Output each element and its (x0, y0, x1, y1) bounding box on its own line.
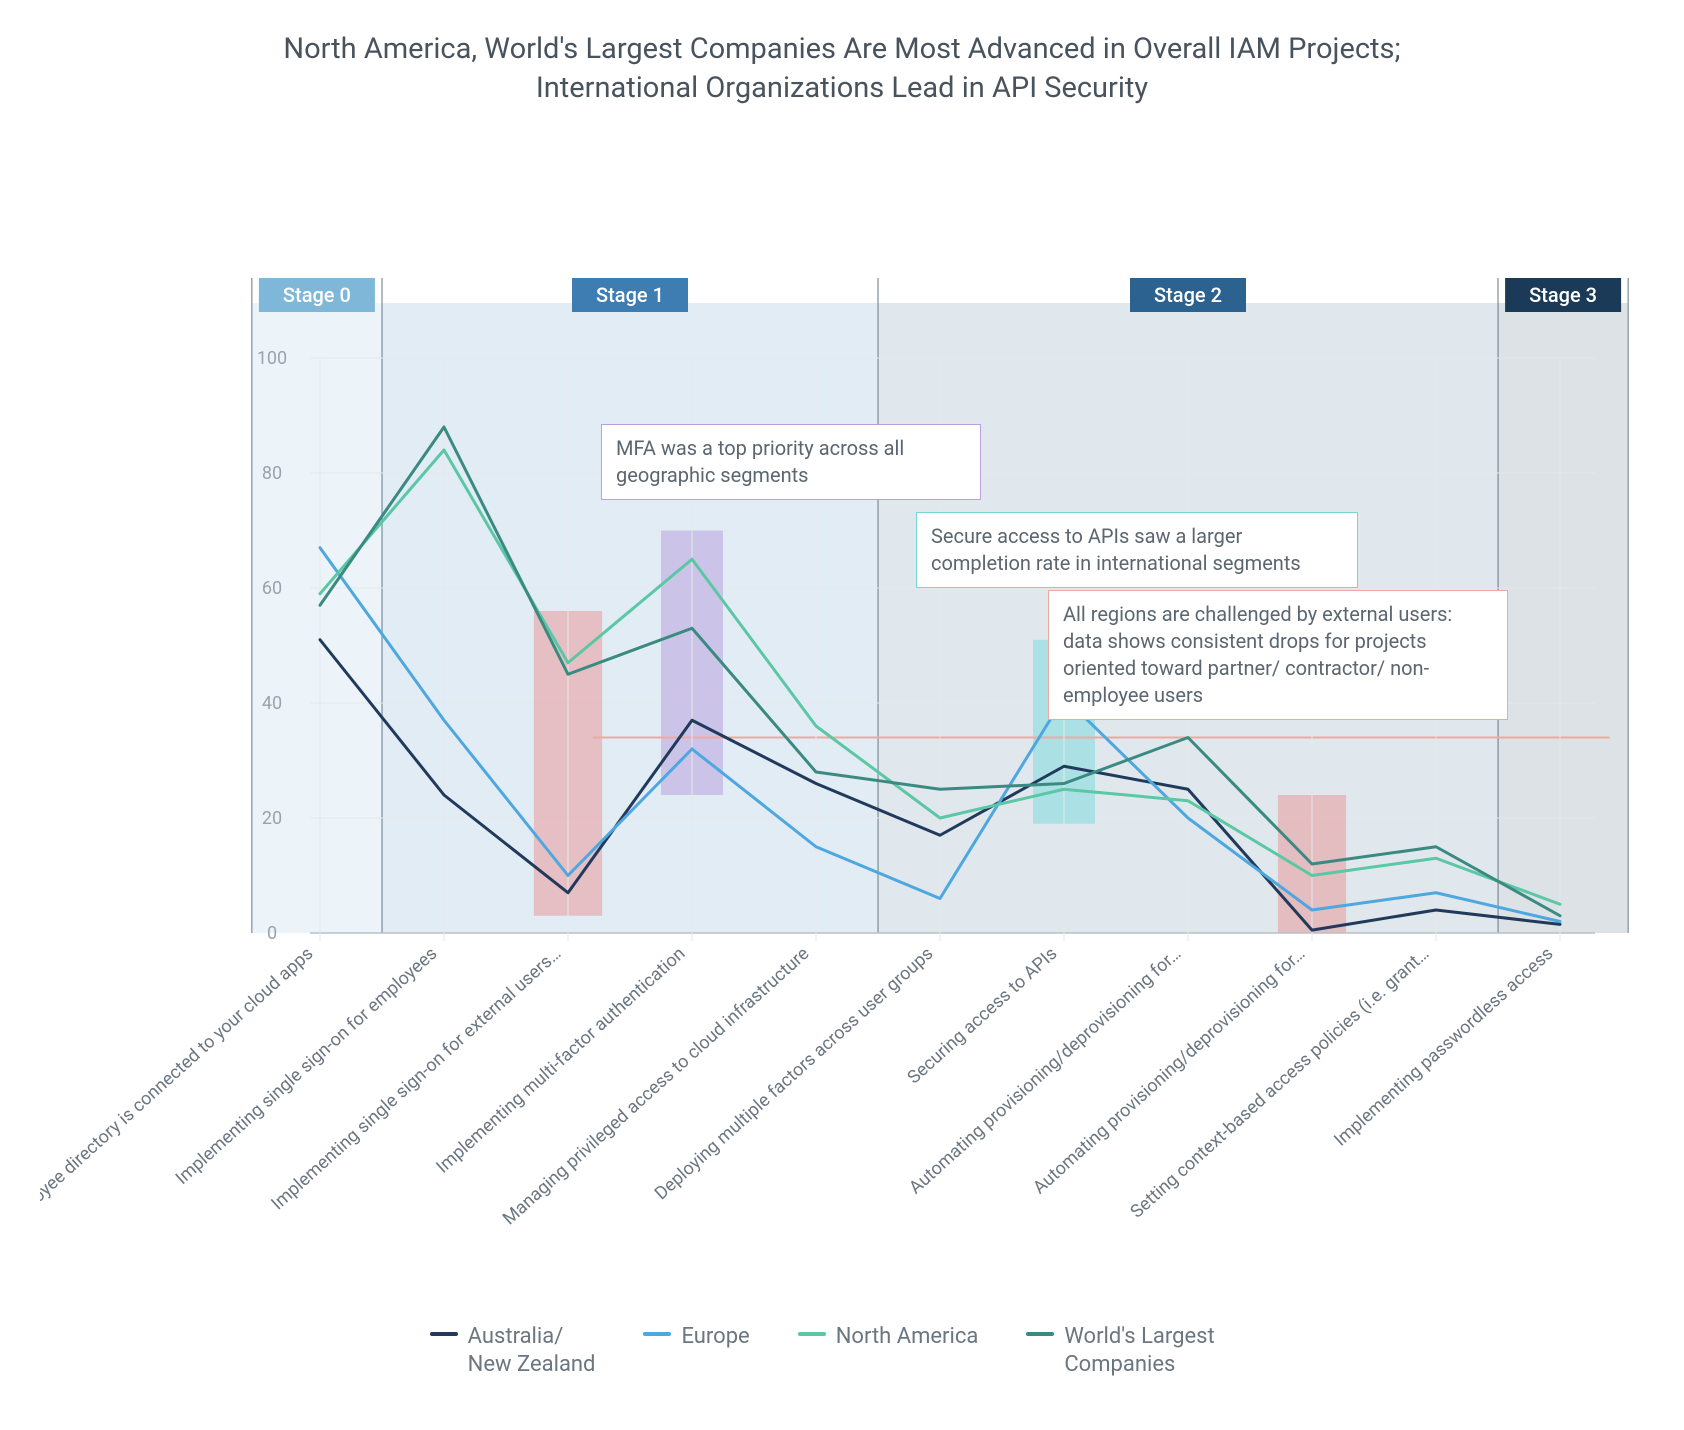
svg-text:40: 40 (262, 693, 282, 714)
x-tick-label: Implementing passwordless access (1330, 943, 1557, 1151)
legend-label: World's Largest Companies (1064, 1323, 1254, 1378)
legend-swatch (430, 1332, 458, 1336)
annotation-mfa: MFA was a top priority across all geogra… (601, 424, 981, 500)
x-tick-label: Implementing single sign-on for external… (267, 943, 565, 1214)
legend-item-north_america: North America (798, 1323, 979, 1378)
legend-label: North America (836, 1323, 979, 1351)
svg-text:0: 0 (267, 923, 277, 944)
svg-text:Stage 3: Stage 3 (1529, 283, 1597, 307)
line-chart-svg: Stage 0 Stage 1 Stage 2 Stage 3 0 20 40 60 80 100… (40, 138, 1644, 1313)
legend-swatch (1026, 1332, 1054, 1336)
legend-item-wlc: World's Largest Companies (1026, 1323, 1254, 1378)
legend-item-europe: Europe (643, 1323, 749, 1378)
x-tick-label: Implementing single sign-on for employee… (172, 943, 442, 1189)
x-tick-label: Automating provisioning/deprovisioning f… (1029, 943, 1309, 1198)
svg-text:Stage 1: Stage 1 (596, 283, 664, 307)
svg-text:20: 20 (262, 808, 282, 829)
svg-text:Stage 0: Stage 0 (283, 283, 351, 307)
chart-area: Stage 0 Stage 1 Stage 2 Stage 3 0 20 40 60 80 100… (40, 138, 1644, 1313)
x-tick-label: Automating provisioning/deprovisioning f… (905, 943, 1185, 1198)
svg-text:Stage 2: Stage 2 (1154, 283, 1222, 307)
x-tick-label: Implementing multi-factor authentication (432, 943, 689, 1177)
annotation-apis: Secure access to APIs saw a larger compl… (916, 512, 1358, 588)
chart-title: North America, World's Largest Companies… (40, 30, 1644, 108)
legend-swatch (798, 1332, 826, 1336)
legend-label: Australia/New Zealand (468, 1323, 596, 1378)
title-line-2: International Organizations Lead in API … (536, 71, 1148, 105)
svg-text:100: 100 (257, 348, 287, 369)
svg-text:60: 60 (262, 578, 282, 599)
chart-legend: Australia/New Zealand Europe North America… (40, 1323, 1644, 1378)
chart-container: North America, World's Largest Companies… (0, 0, 1684, 1430)
legend-swatch (643, 1332, 671, 1336)
x-tick-label: Deploying multiple factors across user g… (651, 943, 938, 1204)
legend-label: Europe (681, 1323, 749, 1351)
svg-text:80: 80 (262, 463, 282, 484)
title-line-1: North America, World's Largest Companies… (283, 32, 1400, 66)
annotation-external-users: All regions are challenged by external u… (1048, 590, 1508, 720)
legend-item-aus_nz: Australia/New Zealand (430, 1323, 596, 1378)
